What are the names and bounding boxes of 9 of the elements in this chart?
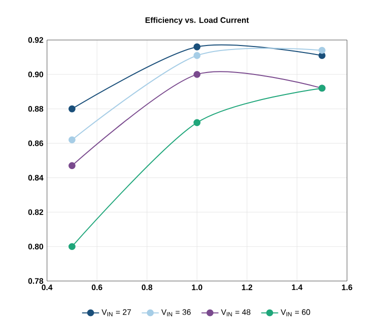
point [194, 70, 200, 78]
point [318, 46, 326, 54]
point [68, 243, 76, 250]
point [194, 119, 200, 126]
point [68, 136, 76, 144]
point [68, 162, 76, 170]
point [68, 105, 76, 112]
point [194, 52, 200, 59]
point [194, 43, 200, 50]
